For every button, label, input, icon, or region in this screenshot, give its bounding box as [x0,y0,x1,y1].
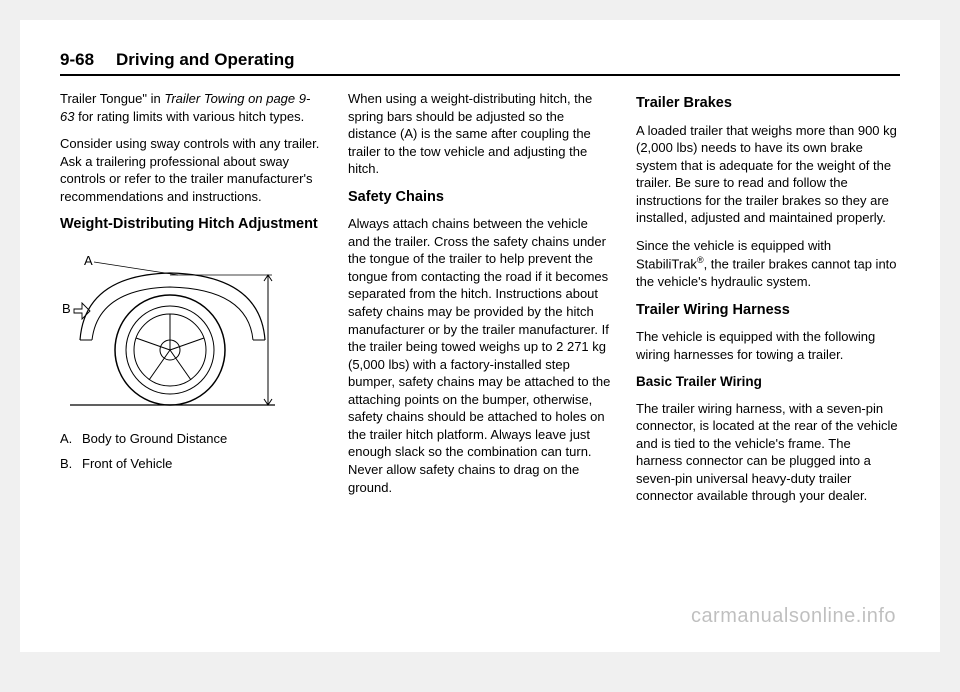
col2-para-1: When using a weight-distributing hitch, … [348,90,612,178]
col3-para-4: The trailer wiring harness, with a seven… [636,400,900,505]
column-2: When using a weight-distributing hitch, … [348,90,612,515]
registered-mark: ® [697,255,704,265]
legend-text: Front of Vehicle [82,456,172,471]
heading-trailer-wiring-harness: Trailer Wiring Harness [636,301,900,321]
page-number: 9-68 [60,50,94,69]
col1-para-2: Consider using sway controls with any tr… [60,135,324,205]
col3-para-1: A loaded trailer that weighs more than 9… [636,122,900,227]
column-1: Trailer Tongue" in Trailer Towing on pag… [60,90,324,515]
heading-basic-trailer-wiring: Basic Trailer Wiring [636,373,900,391]
label-a-leader [94,262,178,275]
watermark-text: carmanualsonline.info [691,605,896,628]
legend-item-a: A.Body to Ground Distance [60,429,324,450]
hitch-adjustment-figure: A B [60,245,280,415]
col3-para-3: The vehicle is equipped with the followi… [636,328,900,363]
header-line: 9-68 Driving and Operating [60,50,900,70]
text-span: Trailer Tongue" in [60,91,164,106]
col1-para-1: Trailer Tongue" in Trailer Towing on pag… [60,90,324,125]
text-span: for rating limits with various hitch typ… [74,109,304,124]
legend-letter: B. [60,454,82,475]
figure-legend: A.Body to Ground Distance B.Front of Veh… [60,429,324,475]
col2-para-2: Always attach chains between the vehicle… [348,215,612,496]
manual-page: 9-68 Driving and Operating Trailer Tongue… [20,20,940,652]
section-title: Driving and Operating [116,50,295,69]
legend-item-b: B.Front of Vehicle [60,454,324,475]
col3-para-2: Since the vehicle is equipped with Stabi… [636,237,900,291]
label-b: B [62,301,71,316]
legend-letter: A. [60,429,82,450]
label-a: A [84,253,93,268]
page-header: 9-68 Driving and Operating [60,50,900,76]
content-columns: Trailer Tongue" in Trailer Towing on pag… [60,90,900,515]
heading-weight-distributing: Weight-Distributing Hitch Adjustment [60,215,324,235]
heading-trailer-brakes: Trailer Brakes [636,94,900,114]
wheel-diagram-svg: A B [60,245,280,415]
column-3: Trailer Brakes A loaded trailer that wei… [636,90,900,515]
legend-text: Body to Ground Distance [82,431,227,446]
heading-safety-chains: Safety Chains [348,188,612,208]
